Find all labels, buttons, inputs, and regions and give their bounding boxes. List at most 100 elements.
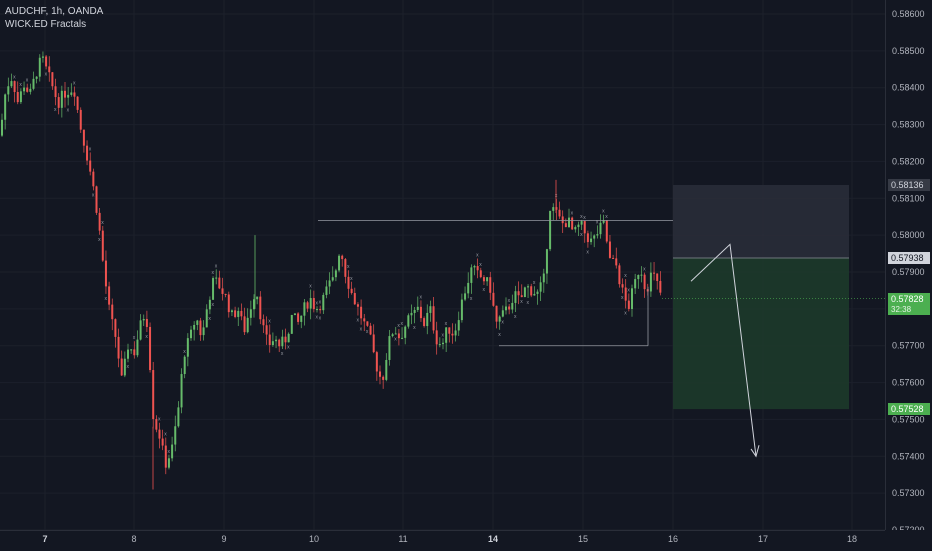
time-tick-label: 15 xyxy=(577,534,589,544)
time-tick-label: 14 xyxy=(487,534,499,544)
fractal-marker: x xyxy=(19,82,22,88)
candle-body xyxy=(375,352,378,372)
candle-body xyxy=(249,309,252,318)
candle-body xyxy=(23,87,26,92)
drawings-layer xyxy=(318,185,885,458)
candle-body xyxy=(243,316,246,333)
candle-body xyxy=(48,66,51,73)
price-axis[interactable]: 0.58600 0.58500 0.58400 0.58300 0.58200 0.581… xyxy=(885,0,932,535)
fractal-marker: x xyxy=(347,264,350,270)
candle-body xyxy=(624,287,627,301)
fractal-marker: x xyxy=(596,219,599,225)
candle-body xyxy=(76,96,79,110)
fractal-marker: x xyxy=(624,310,627,316)
countdown-label: 32:38 xyxy=(891,304,912,314)
fractal-marker: x xyxy=(268,319,271,325)
candle-body xyxy=(41,56,44,58)
candle-body xyxy=(631,288,633,309)
candle-body xyxy=(637,274,640,280)
fractal-marker: x xyxy=(92,192,95,198)
candle-body xyxy=(136,339,139,356)
price-label: 0.58136 xyxy=(888,179,930,192)
fractal-marker: x xyxy=(508,298,511,304)
candle-body xyxy=(7,86,10,95)
candle-body xyxy=(580,221,583,225)
candle-body xyxy=(577,224,580,228)
stop-loss-zone xyxy=(673,185,849,258)
chart-legend: AUDCHF, 1h, OANDA WICK.ED Fractals xyxy=(5,5,103,31)
candle-body xyxy=(183,356,186,375)
candle-body xyxy=(240,310,243,317)
candle-body xyxy=(508,306,511,310)
indicator-title[interactable]: WICK.ED Fractals xyxy=(5,19,87,30)
candle-body xyxy=(410,312,413,316)
candle-body xyxy=(218,277,221,289)
candle-body xyxy=(190,329,192,339)
candle-body xyxy=(98,212,101,231)
candle-body xyxy=(293,313,296,315)
candle-body xyxy=(627,300,630,309)
fractal-marker: x xyxy=(586,250,589,256)
candle-body xyxy=(464,293,467,300)
candle-body xyxy=(117,336,120,359)
candle-body xyxy=(82,129,85,146)
fractal-marker: x xyxy=(442,332,445,338)
price-tick-label: 0.57900 xyxy=(892,267,925,277)
candle-body xyxy=(309,298,312,309)
candle-body xyxy=(253,299,255,310)
candle-body xyxy=(401,337,404,339)
candle-body xyxy=(590,238,593,243)
candle-body xyxy=(479,270,482,278)
price-tick-label: 0.58600 xyxy=(892,9,925,19)
time-tick-label: 11 xyxy=(398,534,408,544)
candle-body xyxy=(108,286,111,305)
fractal-marker: x xyxy=(476,253,479,259)
fractal-marker: x xyxy=(580,232,583,238)
candle-body xyxy=(316,309,318,311)
candle-body xyxy=(57,97,60,108)
candle-body xyxy=(193,324,196,330)
price-tick-label: 0.58500 xyxy=(892,46,925,56)
fractal-marker: x xyxy=(208,316,211,322)
fractal-marker: x xyxy=(319,300,322,306)
candle-body xyxy=(104,260,107,287)
candle-body xyxy=(89,160,92,172)
candle-body xyxy=(275,339,278,342)
symbol-title[interactable]: AUDCHF, 1h, OANDA xyxy=(5,6,104,17)
candle-body xyxy=(19,91,22,103)
fractal-marker: x xyxy=(158,417,161,423)
candle-body xyxy=(164,445,167,468)
candle-body xyxy=(127,349,129,359)
fractal-marker: x xyxy=(643,267,646,273)
candle-body xyxy=(64,90,66,98)
time-tick-label: 8 xyxy=(131,534,137,544)
time-tick-label: 18 xyxy=(846,534,858,544)
candle-body xyxy=(281,336,284,347)
time-tick-label: 17 xyxy=(757,534,769,544)
candle-body xyxy=(501,310,504,317)
candle-body xyxy=(237,310,240,317)
candle-body xyxy=(123,358,126,376)
candle-body xyxy=(10,81,13,87)
fractal-marker: x xyxy=(501,319,504,325)
candle-body xyxy=(379,371,381,377)
candle-body xyxy=(448,327,451,334)
fractal-marker: x xyxy=(26,78,29,84)
candle-body xyxy=(171,444,174,459)
fractal-marker: x xyxy=(212,302,215,308)
fractal-marker: x xyxy=(627,287,630,293)
candle-body xyxy=(649,272,652,292)
time-tick-label: 7 xyxy=(42,534,48,544)
candle-body xyxy=(70,92,73,95)
fractal-marker: x xyxy=(602,209,605,215)
candle-body xyxy=(561,216,564,224)
fractal-marker: x xyxy=(73,81,76,87)
time-axis[interactable]: 7 8 9 10 11 14 15 16 17 18 xyxy=(0,530,885,551)
candle-body xyxy=(555,207,558,210)
fractal-marker: x xyxy=(397,323,400,329)
fractal-marker: x xyxy=(350,276,353,282)
fractal-marker: x xyxy=(13,75,16,81)
candle-body xyxy=(498,316,501,322)
candle-body xyxy=(413,309,416,313)
